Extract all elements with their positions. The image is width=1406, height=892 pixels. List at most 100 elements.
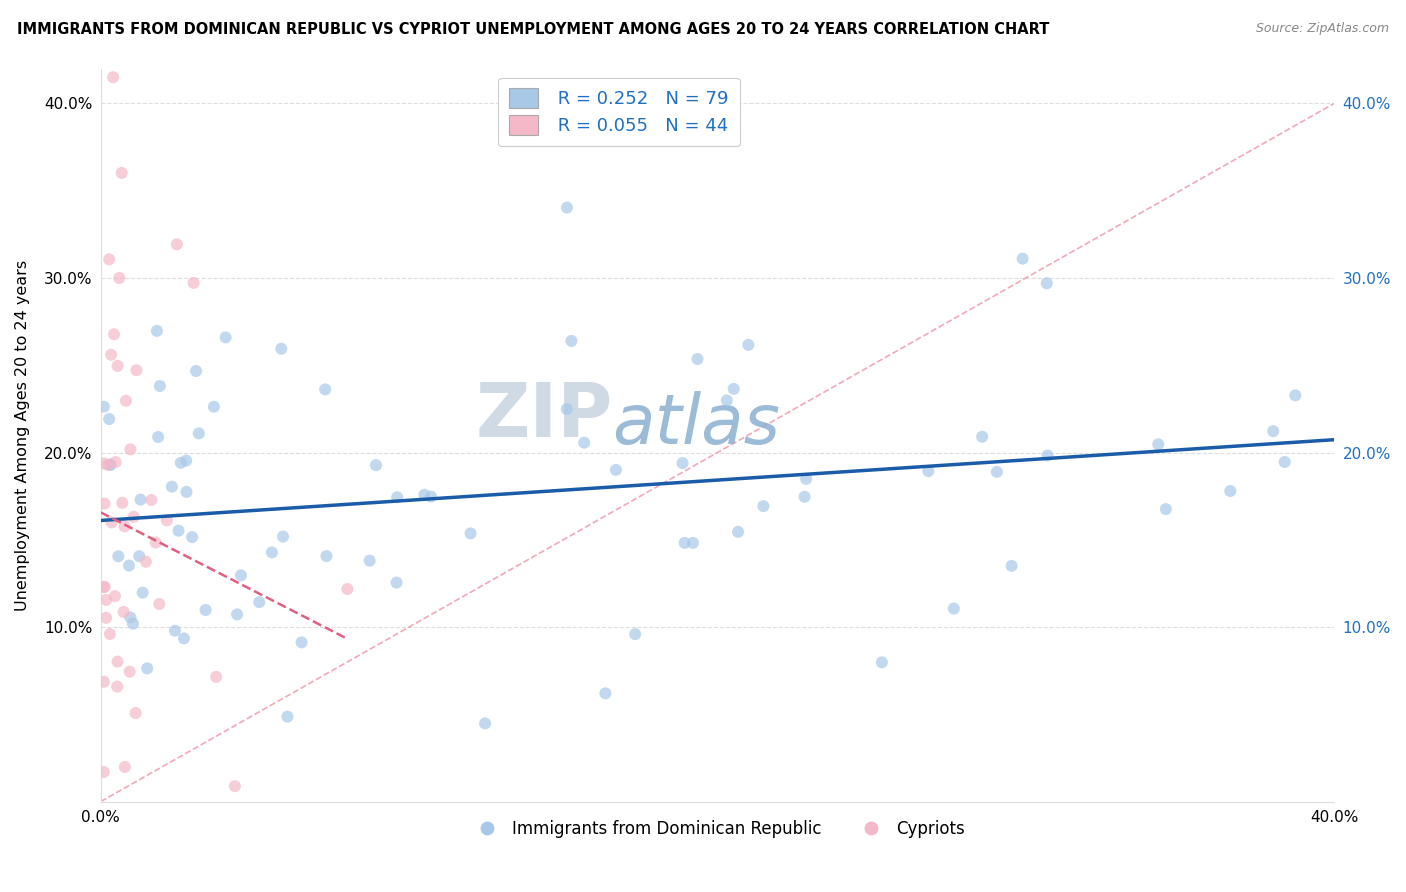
Point: [181, 530, 204, 544]
Point: [104, 589, 127, 603]
Point: [385, 575, 408, 590]
Point: [100, 458, 122, 472]
Point: [474, 716, 496, 731]
Point: [93, 400, 115, 414]
Point: [752, 499, 775, 513]
Point: [114, 760, 136, 774]
Point: [93, 497, 115, 511]
Point: [176, 484, 198, 499]
Point: [141, 493, 163, 508]
Point: [101, 70, 124, 85]
Point: [93, 674, 115, 689]
Point: [270, 342, 292, 356]
Point: [156, 513, 179, 527]
Point: [93, 580, 115, 594]
Point: [148, 430, 170, 444]
Point: [276, 709, 298, 723]
Point: [115, 393, 138, 408]
Point: [942, 601, 965, 615]
Point: [98, 458, 121, 472]
Point: [385, 490, 408, 504]
Point: [103, 327, 125, 342]
Point: [917, 464, 939, 478]
Point: [120, 442, 142, 457]
Point: [98, 627, 121, 641]
Point: [94, 611, 117, 625]
Point: [682, 536, 704, 550]
Point: [315, 549, 337, 563]
Text: atlas: atlas: [613, 391, 780, 458]
Point: [98, 412, 121, 426]
Point: [290, 635, 312, 649]
Y-axis label: Unemployment Among Ages 20 to 24 years: Unemployment Among Ages 20 to 24 years: [15, 260, 30, 611]
Point: [247, 595, 270, 609]
Point: [413, 488, 436, 502]
Point: [224, 779, 246, 793]
Point: [174, 453, 197, 467]
Text: ZIP: ZIP: [475, 380, 613, 453]
Point: [260, 545, 283, 559]
Point: [1263, 424, 1285, 438]
Point: [160, 480, 183, 494]
Point: [107, 359, 129, 373]
Point: [107, 549, 129, 564]
Point: [595, 686, 617, 700]
Point: [104, 455, 127, 469]
Point: [226, 607, 249, 622]
Point: [364, 458, 387, 472]
Point: [166, 237, 188, 252]
Point: [560, 334, 582, 348]
Point: [129, 492, 152, 507]
Point: [574, 435, 596, 450]
Point: [118, 665, 141, 679]
Point: [108, 271, 131, 285]
Point: [136, 661, 159, 675]
Point: [131, 585, 153, 599]
Point: [1154, 502, 1177, 516]
Text: IMMIGRANTS FROM DOMINICAN REPUBLIC VS CYPRIOT UNEMPLOYMENT AMONG AGES 20 TO 24 Y: IMMIGRANTS FROM DOMINICAN REPUBLIC VS CY…: [17, 22, 1049, 37]
Point: [173, 632, 195, 646]
Point: [120, 610, 142, 624]
Legend: Immigrants from Dominican Republic, Cypriots: Immigrants from Dominican Republic, Cypr…: [464, 814, 972, 845]
Point: [149, 379, 172, 393]
Point: [100, 348, 122, 362]
Point: [107, 655, 129, 669]
Point: [105, 680, 128, 694]
Text: Source: ZipAtlas.com: Source: ZipAtlas.com: [1256, 22, 1389, 36]
Point: [555, 201, 578, 215]
Point: [205, 670, 228, 684]
Point: [1036, 277, 1059, 291]
Point: [671, 456, 693, 470]
Point: [114, 519, 136, 533]
Point: [1011, 252, 1033, 266]
Point: [146, 324, 169, 338]
Point: [793, 490, 815, 504]
Point: [202, 400, 225, 414]
Point: [183, 276, 205, 290]
Point: [118, 558, 141, 573]
Point: [737, 338, 759, 352]
Point: [122, 509, 145, 524]
Point: [98, 252, 121, 267]
Point: [727, 524, 749, 539]
Point: [1036, 449, 1059, 463]
Point: [125, 363, 148, 377]
Point: [96, 593, 118, 607]
Point: [716, 393, 738, 408]
Point: [870, 656, 893, 670]
Point: [135, 555, 157, 569]
Point: [100, 516, 122, 530]
Point: [145, 535, 167, 549]
Point: [112, 605, 135, 619]
Point: [111, 166, 134, 180]
Point: [1219, 483, 1241, 498]
Point: [972, 430, 994, 444]
Point: [794, 472, 817, 486]
Point: [314, 382, 336, 396]
Point: [184, 364, 207, 378]
Point: [460, 526, 482, 541]
Point: [271, 530, 294, 544]
Point: [1147, 437, 1170, 451]
Point: [673, 536, 696, 550]
Point: [723, 382, 745, 396]
